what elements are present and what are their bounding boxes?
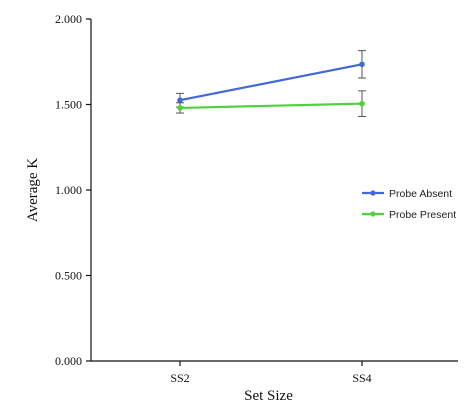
legend-entry: Probe Present [362,209,456,221]
y-tick-label: 0.500 [55,269,82,283]
y-axis-ticks: 0.000 0.500 1.000 1.500 2.000 [55,12,91,368]
x-axis-title: Set Size [244,388,293,404]
series-probe-absent [176,50,366,108]
data-point [177,105,183,111]
legend-swatch-marker [370,211,376,217]
series-probe-present [176,90,366,117]
legend-label: Probe Absent [389,188,452,200]
y-tick-label: 2.000 [55,12,82,26]
y-tick-label: 0.000 [55,354,82,368]
y-tick-label: 1.500 [55,98,82,112]
data-point [177,97,183,104]
legend-entry: Probe Absent [362,188,452,200]
data-point [359,100,365,107]
series-layer [176,50,366,117]
y-axis-title: Average K [25,158,41,222]
x-axis-ticks: SS2 SS4 [170,361,372,385]
legend-label: Probe Present [389,209,456,221]
x-tick-label: SS2 [170,371,189,385]
series-line [179,102,363,110]
x-tick-label: SS4 [352,371,371,385]
y-tick-label: 1.000 [55,183,82,197]
legend-swatch-marker [370,190,376,196]
legend: Probe Absent Probe Present [362,188,456,221]
data-point [359,61,365,68]
series-line [179,63,363,102]
